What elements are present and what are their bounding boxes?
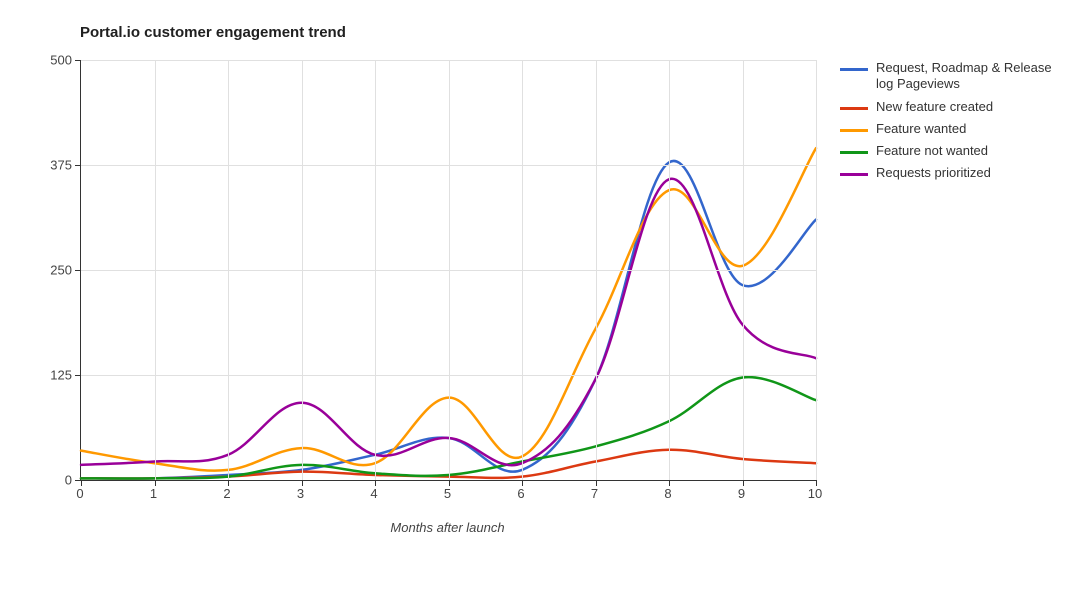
gridline-vertical	[302, 60, 303, 480]
legend-label: Request, Roadmap & Release log Pageviews	[876, 60, 1060, 93]
y-tick-label: 250	[32, 263, 72, 278]
x-tick-label: 6	[511, 486, 531, 501]
x-tick-label: 8	[658, 486, 678, 501]
x-tick-label: 10	[805, 486, 825, 501]
legend: Request, Roadmap & Release log Pageviews…	[840, 60, 1060, 188]
legend-item-new_feature[interactable]: New feature created	[840, 99, 1060, 115]
y-tick-label: 125	[32, 368, 72, 383]
gridline-vertical	[228, 60, 229, 480]
x-tick-label: 9	[732, 486, 752, 501]
x-tick-label: 0	[70, 486, 90, 501]
legend-swatch	[840, 107, 868, 110]
x-tick-label: 5	[438, 486, 458, 501]
legend-item-feature_wanted[interactable]: Feature wanted	[840, 121, 1060, 137]
gridline-vertical	[449, 60, 450, 480]
gridline-vertical	[155, 60, 156, 480]
chart-container: Portal.io customer engagement trend Mont…	[0, 0, 1083, 595]
legend-item-requests_prioritized[interactable]: Requests prioritized	[840, 165, 1060, 181]
x-tick-label: 2	[217, 486, 237, 501]
gridline-vertical	[596, 60, 597, 480]
gridline-vertical	[669, 60, 670, 480]
y-tick-mark	[75, 60, 81, 61]
legend-swatch	[840, 129, 868, 132]
legend-label: Feature wanted	[876, 121, 966, 137]
gridline-vertical	[522, 60, 523, 480]
y-tick-label: 0	[32, 473, 72, 488]
legend-label: Feature not wanted	[876, 143, 988, 159]
y-tick-mark	[75, 375, 81, 376]
x-tick-label: 1	[144, 486, 164, 501]
legend-label: Requests prioritized	[876, 165, 991, 181]
x-axis-title: Months after launch	[80, 520, 815, 535]
gridline-vertical	[743, 60, 744, 480]
y-tick-label: 375	[32, 158, 72, 173]
plot-area	[80, 60, 816, 481]
x-tick-label: 3	[291, 486, 311, 501]
y-tick-label: 500	[32, 53, 72, 68]
legend-swatch	[840, 173, 868, 176]
legend-swatch	[840, 151, 868, 154]
x-tick-label: 7	[585, 486, 605, 501]
legend-item-pageviews[interactable]: Request, Roadmap & Release log Pageviews	[840, 60, 1060, 93]
legend-swatch	[840, 68, 868, 71]
y-tick-mark	[75, 165, 81, 166]
y-tick-mark	[75, 270, 81, 271]
chart-title: Portal.io customer engagement trend	[80, 24, 346, 41]
x-tick-label: 4	[364, 486, 384, 501]
gridline-vertical	[816, 60, 817, 480]
legend-item-feature_not_wanted[interactable]: Feature not wanted	[840, 143, 1060, 159]
gridline-vertical	[375, 60, 376, 480]
legend-label: New feature created	[876, 99, 993, 115]
